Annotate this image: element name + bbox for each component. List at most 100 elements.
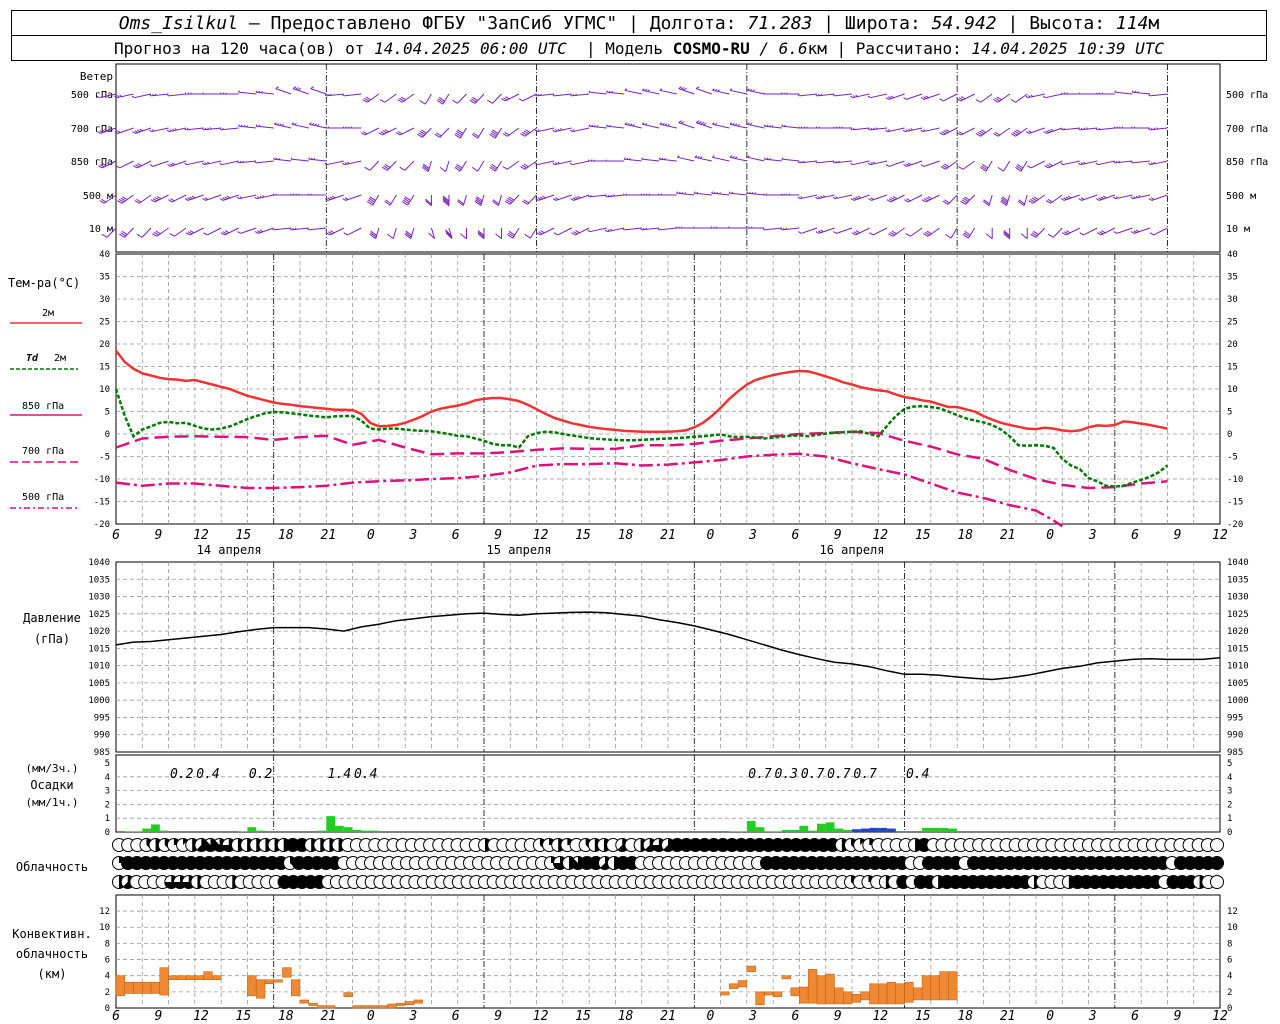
pressure-tick-right: 1000 <box>1227 696 1249 706</box>
wind-barb-feather <box>475 199 482 205</box>
wind-barb-staff <box>345 194 362 201</box>
wind-barb-staff <box>104 194 117 204</box>
wind-barb-feather <box>379 99 386 103</box>
separator: | <box>1007 13 1019 34</box>
wind-barb-feather <box>1113 231 1118 234</box>
legend-td-label: 2м <box>54 353 66 364</box>
wind-barb-staff <box>799 93 818 97</box>
wind-barb-feather <box>537 197 542 201</box>
conv-cloud-bar <box>886 981 897 1005</box>
bottom-hour-tick-label: 12 <box>193 1009 209 1024</box>
wind-barb-staff <box>764 227 782 231</box>
precip-3h-label: 0.3 <box>775 767 798 782</box>
wind-barb-feather <box>1078 162 1081 166</box>
wind-barb-feather <box>875 127 878 130</box>
wind-barb-staff <box>606 194 625 198</box>
conv-cloud-bar <box>851 994 862 1003</box>
wind-barb-staff <box>308 158 327 162</box>
conv-cloud-bar <box>273 979 283 983</box>
pressure-tick-right: 990 <box>1227 731 1243 741</box>
conv-tick-right: 0 <box>1227 1004 1232 1014</box>
wind-barb-feather <box>766 157 769 160</box>
wind-barb-feather <box>833 231 837 234</box>
wind-barb-feather <box>888 233 894 237</box>
conv-cloud-bar <box>308 1002 318 1006</box>
wind-barb-feather <box>156 196 162 200</box>
conv-tick-left: 8 <box>105 939 110 949</box>
wind-barb-staff <box>1132 194 1151 200</box>
wind-barb-feather <box>139 128 143 132</box>
wind-barb-feather <box>452 99 458 104</box>
wind-barb-feather <box>996 96 1002 101</box>
wind-barb-staff <box>407 194 415 206</box>
wind-barb-feather <box>169 163 174 167</box>
wind-barb-feather <box>1113 161 1116 164</box>
cloud-cover-icon <box>1210 838 1224 852</box>
wind-barb-feather <box>416 133 423 138</box>
conv-label-1: Конвективн. <box>12 927 91 941</box>
wind-barb-feather <box>611 90 614 93</box>
wind-barb-feather <box>732 155 735 159</box>
wind-barb-staff <box>392 227 397 239</box>
temp-tick-left: 10 <box>99 385 110 395</box>
bottom-hour-tick-label: 6 <box>791 1009 799 1024</box>
wind-barb-feather <box>667 123 670 127</box>
wind-barb-feather <box>943 130 948 134</box>
precip-bar <box>773 831 782 832</box>
wind-barb-feather <box>622 228 625 231</box>
conv-cloud-bar <box>790 987 800 997</box>
wind-barb-feather <box>535 198 539 201</box>
wind-barb-staff <box>422 127 432 138</box>
wind-barb-feather <box>815 231 820 234</box>
wind-barb-feather <box>503 97 508 101</box>
wind-barb-feather <box>115 165 120 169</box>
wind-barb-feather <box>886 199 892 203</box>
wind-barb-feather <box>99 130 104 134</box>
precip-tick-left: 2 <box>105 800 110 810</box>
wind-barb-feather <box>1148 198 1153 201</box>
wind-barb-staff <box>799 194 818 200</box>
wind-barb-feather <box>712 122 715 125</box>
wind-barb-feather <box>1096 198 1100 201</box>
wind-barb-feather <box>902 129 906 133</box>
wind-barb-feather <box>404 233 412 240</box>
wind-barb-feather <box>540 230 545 234</box>
wind-barb-feather <box>626 157 629 160</box>
wind-barb-feather <box>243 124 246 127</box>
conv-cloud-bar <box>413 999 423 1004</box>
wind-barb-feather <box>855 94 858 97</box>
bottom-hour-tick-label: 12 <box>872 1009 888 1024</box>
temp-tick-right: 10 <box>1227 385 1238 395</box>
wind-barb-feather <box>1015 166 1022 172</box>
temp-tick-left: 20 <box>99 340 110 350</box>
legend-700-label: 700 гПа <box>22 446 64 457</box>
wind-barb-feather <box>492 199 500 205</box>
wind-barb-feather <box>100 164 105 168</box>
wind-barb-feather <box>921 199 927 203</box>
wind-barb-feather <box>1025 95 1029 99</box>
series-pressure-line <box>115 611 1221 681</box>
temp-tick-left: 30 <box>99 295 110 305</box>
wind-barb-feather <box>99 200 105 204</box>
wind-barb-feather <box>920 97 925 100</box>
conv-cloud-bar <box>203 971 213 980</box>
wind-barb-feather <box>719 192 722 195</box>
wind-barb-feather <box>222 197 226 201</box>
wind-barb-staff <box>477 160 485 172</box>
wind-barb-feather <box>294 227 297 230</box>
pressure-label: Давление <box>23 611 81 625</box>
wind-barb-staff <box>168 93 187 97</box>
wind-barb-feather <box>632 123 635 127</box>
wind-barb-feather <box>925 197 931 201</box>
conv-cloud-bar <box>869 983 879 1005</box>
wind-barb-staff <box>554 160 572 166</box>
wind-barb-feather <box>492 200 499 207</box>
wind-barb-feather <box>1000 200 1007 207</box>
wind-barb-feather <box>367 199 374 205</box>
wind-level-label-left: 850 гПа <box>71 157 113 168</box>
wind-barb-feather <box>591 124 594 127</box>
wind-barb-feather <box>942 164 948 169</box>
wind-barb-staff <box>1097 160 1115 166</box>
wind-barb-staff <box>623 227 642 231</box>
wind-barb-feather <box>642 227 645 230</box>
